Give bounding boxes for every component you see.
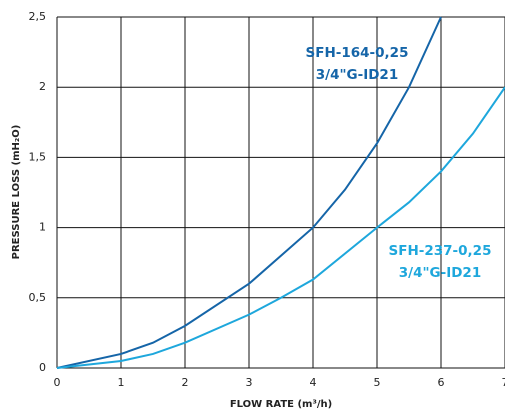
x-tick-label: 0: [54, 376, 61, 389]
y-tick-label: 0,5: [29, 291, 47, 304]
series-line: [56, 16, 442, 369]
x-tick-label: 6: [438, 376, 445, 389]
series-label: SFH-237-0,25 3/4"G-ID21: [388, 243, 492, 281]
x-tick-label: 5: [374, 376, 381, 389]
y-axis-title: PRESSURE LOSS (mH₂O): [11, 125, 22, 260]
x-tick-label: 1: [118, 376, 125, 389]
y-tick-label: 2,5: [29, 10, 47, 23]
x-tick-label: 3: [246, 376, 253, 389]
y-tick-label: 1: [39, 221, 46, 234]
x-axis-title: FLOW RATE (m³/h): [230, 399, 332, 410]
series-line: [56, 86, 505, 369]
series-label: SFH-164-0,25 3/4"G-ID21: [305, 45, 409, 83]
y-tick-label: 0: [39, 361, 46, 374]
x-tick-label: 2: [182, 376, 189, 389]
y-tick-label: 1,5: [29, 150, 47, 163]
y-tick-label: 2: [39, 80, 46, 93]
x-tick-label: 4: [310, 376, 317, 389]
x-tick-label: 7: [502, 376, 505, 389]
